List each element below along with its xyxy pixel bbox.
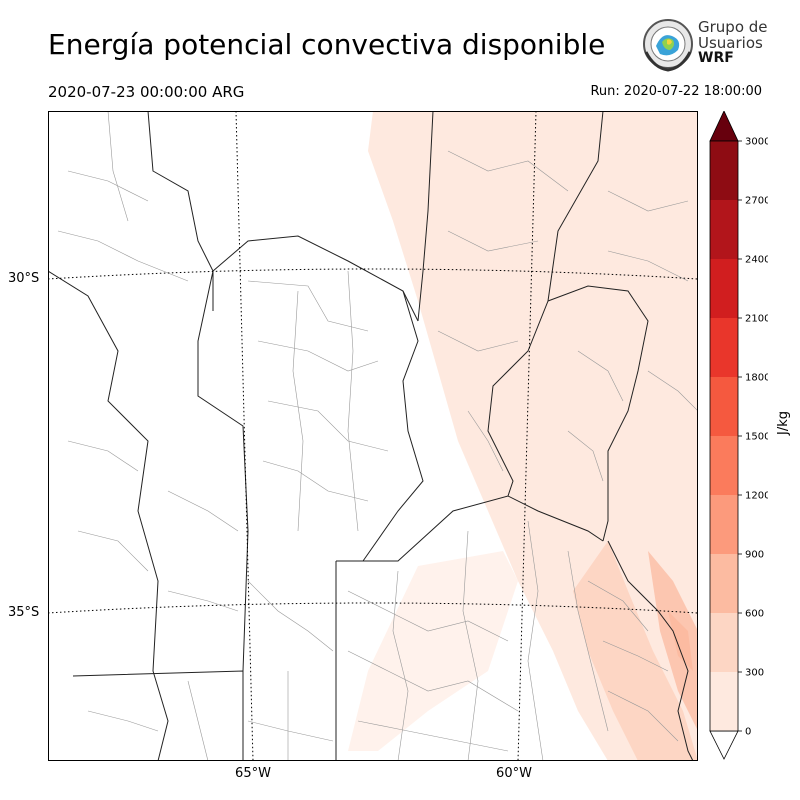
logo-emblem-icon — [643, 19, 693, 72]
dept-line — [347, 590, 509, 642]
dept-line — [527, 520, 544, 761]
meridian-60w — [517, 111, 537, 761]
colorbar-tick-label: 2700 — [745, 196, 768, 207]
colorbar-segment — [710, 259, 738, 318]
dept-line — [292, 290, 304, 532]
border-santa-fe-east — [487, 111, 604, 497]
dept-line — [107, 111, 129, 222]
dept-line — [467, 410, 504, 472]
graticule — [48, 111, 698, 761]
dept-line — [257, 340, 379, 372]
run-time: Run: 2020-07-22 18:00:00 — [590, 84, 762, 99]
colorbar-segment — [710, 377, 738, 436]
dept-line — [607, 190, 689, 212]
dept-line — [462, 530, 479, 761]
dept-line — [437, 330, 519, 352]
colorbar-segment — [710, 141, 738, 200]
cape-map — [48, 111, 698, 761]
colorbar-extend-under — [709, 730, 739, 760]
border-north-west — [147, 111, 214, 311]
parallel-30s — [48, 268, 698, 280]
colorbar-tick-label: 300 — [745, 668, 764, 679]
chart-title: Energía potencial convectiva disponible — [48, 28, 606, 61]
dept-line — [647, 370, 698, 412]
border-entre-rios — [547, 285, 649, 542]
dept-line — [167, 490, 239, 532]
border-andes — [48, 270, 169, 761]
dept-line — [587, 580, 649, 632]
dept-line — [567, 550, 609, 732]
dept-line — [602, 640, 669, 672]
dept-line — [187, 680, 209, 761]
colorbar-tick-label: 0 — [745, 727, 751, 738]
colorbar-segment — [710, 318, 738, 377]
dept-line — [167, 590, 239, 612]
colorbar-tick-label: 1800 — [745, 373, 768, 384]
logo-line-3: WRF — [698, 50, 734, 66]
lat-label-30s: 30°S — [8, 271, 40, 286]
dept-line — [607, 250, 689, 282]
colorbar-segment — [710, 613, 738, 672]
colorbar-tick-label: 1500 — [745, 432, 768, 443]
colorbar-segment — [710, 672, 738, 731]
meridian-65w — [235, 111, 254, 761]
dept-line — [57, 230, 189, 282]
colorbar-segment — [710, 495, 738, 554]
border-cordoba-east — [362, 290, 424, 562]
dept-line — [67, 440, 139, 472]
dept-line — [357, 720, 509, 752]
dept-line — [347, 270, 359, 532]
border-buenos-aires-north — [336, 495, 604, 562]
cape-patch-southwest — [348, 551, 518, 751]
cape-patch-coast — [668, 611, 693, 671]
dept-line — [87, 710, 159, 732]
border-santa-fe-west — [417, 111, 434, 322]
group-logo: Grupo de Usuarios WRF — [640, 16, 768, 76]
colorbar-tick-label: 3000 — [745, 137, 768, 148]
colorbar-extend-over — [709, 111, 739, 142]
dept-line — [247, 580, 334, 652]
cape-band-medium-east — [573, 541, 698, 761]
department-borders — [57, 111, 698, 761]
colorbar-tick-label: 2100 — [745, 314, 768, 325]
colorbar-tick-label: 1200 — [745, 491, 768, 502]
dept-line — [607, 690, 679, 742]
valid-time: 2020-07-23 00:00:00 ARG — [48, 83, 245, 101]
dept-line — [67, 170, 149, 202]
parallel-35s — [48, 602, 698, 614]
cape-band-medium-coast — [648, 551, 698, 731]
dept-line — [577, 350, 624, 402]
dept-line — [447, 230, 539, 252]
cape-shading — [348, 111, 698, 761]
colorbar-segment — [710, 554, 738, 613]
colorbar-segment — [710, 436, 738, 495]
dept-line — [347, 650, 519, 712]
colorbar-segment — [710, 200, 738, 259]
lat-label-35s: 35°S — [8, 605, 40, 620]
logo-line-2: Usuarios — [698, 34, 763, 52]
border-la-pampa-north — [72, 670, 244, 761]
map-frame — [48, 111, 698, 761]
dept-line — [77, 530, 149, 572]
colorbar-tick-label: 900 — [745, 550, 764, 561]
logo-line-1: Grupo de — [698, 18, 768, 36]
lon-label-60w: 60°W — [496, 766, 532, 781]
coastline — [607, 540, 694, 761]
dept-line — [392, 570, 409, 761]
colorbar-tick-label: 2400 — [745, 255, 768, 266]
dept-line — [447, 150, 569, 192]
dept-line — [267, 400, 389, 452]
dept-line — [262, 460, 369, 502]
colorbar-unit-label: J/kg — [776, 411, 791, 435]
dept-line — [567, 430, 604, 482]
province-borders — [48, 111, 649, 761]
colorbar-tick-label: 600 — [745, 609, 764, 620]
border-cordoba-north — [212, 235, 419, 322]
lon-label-65w: 65°W — [235, 766, 271, 781]
dept-line — [247, 280, 369, 332]
border-cordoba-west — [197, 270, 249, 672]
colorbar: 0 300 600 900 1200 1500 1800 2100 2400 2700 3000 — [709, 111, 768, 760]
